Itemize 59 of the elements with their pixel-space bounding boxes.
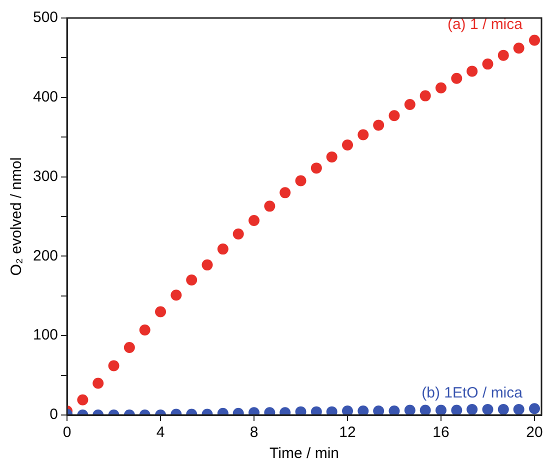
point [498,50,509,61]
point [108,360,120,372]
point [528,403,540,414]
x-tick-label: 12 [339,424,356,442]
point [513,42,524,54]
point [451,72,462,84]
point [388,406,400,415]
point [482,404,494,415]
point [202,259,213,270]
y-tick-label: 0 [50,406,58,424]
point [124,342,135,354]
point [466,66,478,77]
point [264,200,276,212]
point [358,406,369,415]
x-axis-title: Time / min [270,445,339,462]
y-tick-label: 100 [32,326,58,344]
x-tick-label: 8 [250,424,258,442]
point [77,394,88,406]
point [513,404,524,415]
point [482,58,494,70]
point [342,406,354,415]
point [466,404,478,415]
y-tick-label: 500 [32,9,58,26]
point [373,120,384,131]
series-label: (a) 1 / mica [447,16,524,33]
y-tick-label: 400 [32,88,58,106]
point [217,244,228,255]
point [404,404,416,415]
point [358,129,369,140]
point [451,404,462,415]
y-tick-label: 300 [32,168,58,185]
point [170,290,182,301]
point [342,140,354,151]
point [186,274,198,286]
point [373,406,384,415]
point [155,306,166,318]
point [232,228,244,240]
point [139,324,150,336]
point [295,175,306,186]
y-axis-title: O₂ evolved / nmol [8,157,26,276]
point [435,404,446,415]
point [248,214,260,226]
point [92,378,104,389]
point [420,90,431,102]
point [528,34,540,46]
series-label: (b) 1EtO / mica [422,384,524,402]
y-tick-label: 200 [32,247,58,264]
point [404,99,416,110]
point [310,162,322,174]
point [326,151,338,162]
point [498,404,509,415]
point [280,187,291,198]
x-tick-label: 20 [526,424,543,442]
point [435,82,446,94]
point [388,110,400,122]
x-tick-label: 0 [62,424,72,442]
point [420,404,431,415]
x-tick-label: 4 [156,424,165,442]
x-tick-label: 16 [432,424,450,442]
